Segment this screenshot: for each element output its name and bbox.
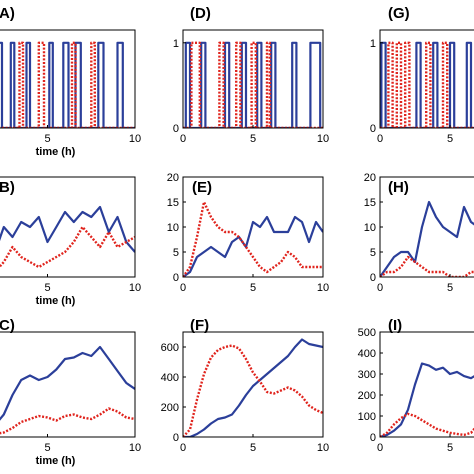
x-axis-label: time (h) <box>36 455 76 467</box>
x-tick-label: 5 <box>44 133 50 145</box>
panel-g: 0 5 0 1 (G) <box>370 5 474 145</box>
x-tick-label: 5 <box>44 282 50 294</box>
x-tick-label: 0 <box>377 442 383 454</box>
x-tick-label: 0 <box>377 282 383 294</box>
y-tick-label: 5 <box>370 247 376 259</box>
y-tick-label: 0 <box>173 123 179 135</box>
series-line-i-red <box>380 412 474 437</box>
y-tick-label: 10 <box>167 222 179 234</box>
x-tick-label: 5 <box>447 442 453 454</box>
y-tick-label: 400 <box>358 348 376 360</box>
y-tick-label: 20 <box>167 172 179 184</box>
series-line-d-blue <box>183 41 323 128</box>
series-line-f-blue <box>183 338 323 437</box>
panel-a: 5 10 time (h) (A) <box>0 5 141 158</box>
y-tick-label: 300 <box>358 369 376 381</box>
series-line-c-blue <box>0 345 135 421</box>
y-tick-label: 0 <box>173 272 179 284</box>
series-group-d <box>183 41 323 128</box>
series-group-a <box>0 41 135 128</box>
y-tick-label: 5 <box>173 247 179 259</box>
series-group-f <box>183 338 323 437</box>
x-tick-label: 5 <box>250 282 256 294</box>
y-tick-label: 200 <box>358 390 376 402</box>
panel-label-c: (C) <box>0 317 15 334</box>
plot-frame-d <box>182 29 324 129</box>
series-line-a-blue <box>0 41 135 128</box>
x-tick-label: 0 <box>377 133 383 145</box>
x-axis-label: time (h) <box>36 295 76 307</box>
y-tick-label: 0 <box>370 432 376 444</box>
y-tick-label: 10 <box>364 222 376 234</box>
plot-frame-f <box>182 331 324 438</box>
x-tick-label: 10 <box>129 282 141 294</box>
panel-f: 0 5 10 0 200 400 600 (F) <box>161 317 329 454</box>
plot-frame-b <box>0 176 136 278</box>
x-tick-label: 5 <box>44 442 50 454</box>
series-group-g <box>380 41 474 128</box>
series-line-c-red <box>0 407 135 435</box>
series-line-g-red <box>380 41 474 128</box>
series-line-h-blue <box>380 200 474 277</box>
y-tick-label: 100 <box>358 411 376 423</box>
panel-e: 0 5 10 0 5 10 15 20 (E) <box>167 172 329 294</box>
series-line-d-red <box>183 41 323 128</box>
plot-frame-c <box>0 331 136 438</box>
panel-label-d: (D) <box>190 5 211 22</box>
panel-label-e: (E) <box>192 179 212 196</box>
x-tick-label: 5 <box>250 133 256 145</box>
series-group-h <box>380 200 474 277</box>
panel-b: 5 10 time (h) (B) <box>0 176 141 307</box>
x-axis-label: time (h) <box>36 146 76 158</box>
panel-d: 0 5 10 0 1 (D) <box>173 5 329 145</box>
series-line-b-blue <box>0 205 135 253</box>
y-tick-label: 0 <box>173 432 179 444</box>
series-line-e-red <box>183 200 323 277</box>
plot-frame-i <box>379 331 474 438</box>
y-tick-label: 600 <box>161 342 179 354</box>
series-line-g-blue <box>380 41 474 128</box>
panel-h: 0 5 0 5 10 15 20 (H) <box>364 172 474 294</box>
x-tick-label: 10 <box>129 442 141 454</box>
x-tick-label: 5 <box>447 133 453 145</box>
panel-label-h: (H) <box>388 179 409 196</box>
panel-label-i: (I) <box>388 317 402 334</box>
y-tick-label: 400 <box>161 372 179 384</box>
x-tick-label: 10 <box>317 133 329 145</box>
series-line-e-blue <box>183 215 323 277</box>
x-tick-label: 10 <box>129 133 141 145</box>
series-group-i <box>380 362 474 437</box>
x-tick-label: 5 <box>250 442 256 454</box>
series-group-b <box>0 205 135 269</box>
y-tick-label: 20 <box>364 172 376 184</box>
series-group-c <box>0 345 135 435</box>
series-line-f-red <box>183 344 323 437</box>
series-line-h-red <box>380 255 474 277</box>
y-tick-label: 500 <box>358 327 376 339</box>
y-tick-label: 1 <box>370 38 376 50</box>
panel-label-f: (F) <box>190 317 209 334</box>
x-tick-label: 10 <box>317 442 329 454</box>
y-tick-label: 15 <box>364 197 376 209</box>
series-group-e <box>183 200 323 277</box>
y-tick-label: 0 <box>370 272 376 284</box>
y-tick-label: 200 <box>161 402 179 414</box>
x-tick-label: 0 <box>180 282 186 294</box>
panel-c: 5 10 time (h) (C) <box>0 317 141 467</box>
series-line-b-red <box>0 225 135 269</box>
x-tick-label: 0 <box>180 133 186 145</box>
x-tick-label: 0 <box>180 442 186 454</box>
panel-label-b: (B) <box>0 179 15 196</box>
panel-label-a: (A) <box>0 5 15 22</box>
panel-label-g: (G) <box>388 5 410 22</box>
y-tick-label: 1 <box>173 38 179 50</box>
y-tick-label: 15 <box>167 197 179 209</box>
series-line-i-blue <box>380 362 474 437</box>
y-tick-label: 0 <box>370 123 376 135</box>
x-tick-label: 5 <box>447 282 453 294</box>
x-tick-label: 10 <box>317 282 329 294</box>
